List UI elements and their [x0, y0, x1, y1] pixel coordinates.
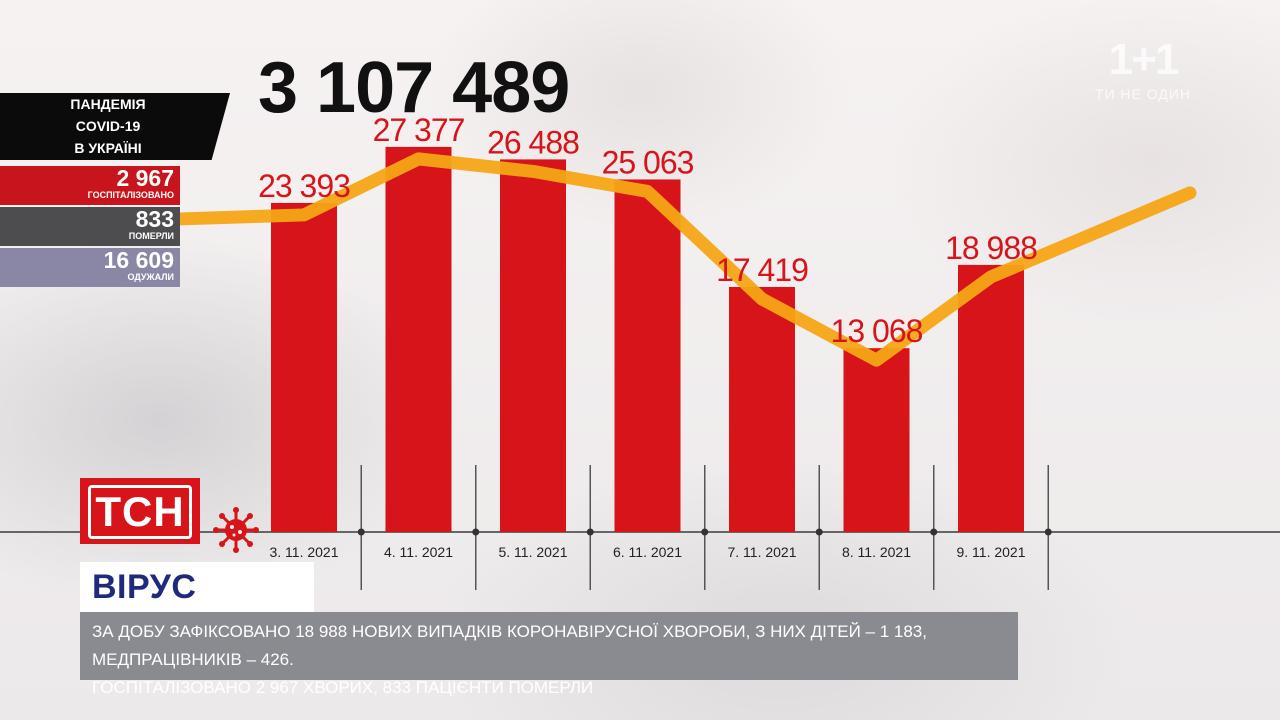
stat-deaths-value: 833	[135, 206, 174, 232]
stat-recovered-value: 16 609	[103, 247, 174, 273]
news-heading: ВІРУС АТАКУЄ	[80, 562, 314, 656]
bar	[958, 264, 1024, 532]
data-label: 26 488	[487, 124, 579, 160]
tsn-logo: ТСН	[80, 478, 200, 544]
axis-separator-dot	[586, 528, 594, 536]
x-tick-label: 4. 11. 2021	[384, 544, 453, 560]
x-tick-label: 9. 11. 2021	[956, 544, 1025, 560]
x-tick-label: 7. 11. 2021	[727, 544, 796, 560]
stats-title-line: ПАНДЕМІЯ	[70, 96, 146, 112]
stats-title: ПАНДЕМІЯ COVID-19 В УКРАЇНІ	[0, 93, 230, 160]
x-tick-label: 8. 11. 2021	[842, 544, 911, 560]
bar	[500, 159, 566, 532]
axis-separator-dot	[930, 528, 938, 536]
total-cases: 3 107 489	[258, 48, 570, 128]
channel-logo-name: 1+1	[1108, 35, 1180, 84]
bar	[614, 179, 681, 532]
data-label: 18 988	[945, 230, 1037, 266]
data-label: 23 393	[258, 168, 350, 204]
axis-separator-dot	[472, 528, 480, 536]
x-tick-label: 6. 11. 2021	[613, 544, 682, 560]
stats-title-line: В УКРАЇНІ	[74, 140, 142, 156]
data-label: 25 063	[602, 144, 694, 180]
bar	[385, 146, 452, 533]
virus-icon	[213, 507, 259, 553]
ticker-line: ГОСПІТАЛІЗОВАНО 2 967 ХВОРИХ, 833 ПАЦІЄН…	[92, 678, 594, 697]
news-ticker: ЗА ДОБУ ЗАФІКСОВАНО 18 988 НОВИХ ВИПАДКІ…	[80, 612, 1018, 697]
stat-deaths: 833 ПОМЕРЛИ	[0, 207, 180, 246]
ticker-line: ЗА ДОБУ ЗАФІКСОВАНО 18 988 НОВИХ ВИПАДКІ…	[92, 622, 927, 669]
stat-recovered: 16 609 ОДУЖАЛИ	[0, 248, 180, 287]
stat-hospitalized: 2 967 ГОСПІТАЛІЗОВАНО	[0, 166, 180, 205]
data-label: 27 377	[373, 112, 465, 148]
bar	[729, 286, 795, 532]
x-tick-label: 3. 11. 2021	[269, 544, 338, 560]
x-tick-label: 5. 11. 2021	[498, 544, 567, 560]
tsn-logo-text: ТСН	[88, 485, 192, 539]
stat-deaths-label: ПОМЕРЛИ	[128, 231, 174, 241]
stat-hospitalized-label: ГОСПІТАЛІЗОВАНО	[87, 190, 174, 200]
data-label: 13 068	[831, 313, 923, 349]
data-label: 17 419	[716, 252, 808, 288]
axis-separator-dot	[815, 528, 823, 536]
bar	[271, 202, 337, 532]
axis-separator-dot	[357, 528, 365, 536]
trend-line	[173, 152, 1197, 367]
channel-logo: 1+1 ТИ НЕ ОДИН	[1078, 35, 1208, 103]
axis-separator-dot	[1044, 528, 1052, 536]
stats-title-line: COVID-19	[75, 118, 141, 134]
channel-logo-slogan: ТИ НЕ ОДИН	[1094, 86, 1192, 102]
axis-separator-dot	[701, 528, 709, 536]
stat-hospitalized-value: 2 967	[116, 165, 174, 191]
stats-panel: ПАНДЕМІЯ COVID-19 В УКРАЇНІ 2 967 ГОСПІТ…	[0, 93, 248, 287]
stat-recovered-label: ОДУЖАЛИ	[127, 272, 174, 282]
bar	[843, 348, 910, 532]
